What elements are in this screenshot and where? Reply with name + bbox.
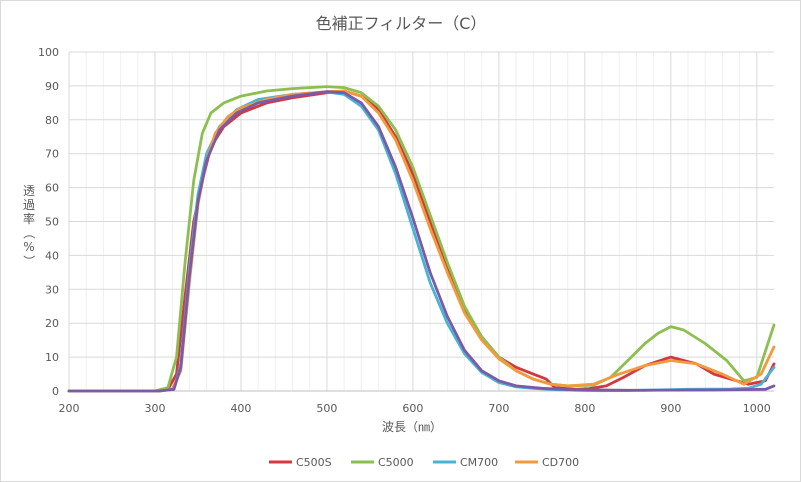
series-line-c5000 (67, 85, 776, 393)
x-tick-label: 600 (402, 402, 423, 415)
x-tick-label: 400 (230, 402, 251, 415)
series-line-unnamed-4 (67, 90, 776, 393)
x-tick-label: 700 (488, 402, 509, 415)
y-tick-label: 90 (45, 80, 59, 93)
chart-title: 色補正フィルター（C） (316, 14, 487, 33)
y-tick-label: 40 (45, 249, 59, 262)
x-tick-label: 800 (574, 402, 595, 415)
y-tick-label: 20 (45, 317, 59, 330)
y-axis-title: 透過率（%） (22, 184, 36, 267)
y-tick-label: 80 (45, 114, 59, 127)
axis-layer: 0 10 20 30 40 50 60 70 80 90 100 200 300 400 500 600 700… (38, 46, 774, 415)
y-axis-title-char: 率 (23, 211, 35, 226)
x-tick-label: 300 (144, 402, 165, 415)
legend: C500S C5000 CM700 CD700 (269, 456, 579, 469)
y-tick-label: 100 (38, 46, 59, 59)
x-tick-label: 900 (660, 402, 681, 415)
y-axis-title-char: 透 (23, 184, 35, 198)
x-axis-title: 波長（㎚） (382, 420, 442, 434)
y-tick-label: 70 (45, 148, 59, 161)
y-axis-title-char: ） (22, 255, 36, 267)
series-layer (67, 85, 776, 393)
x-tick-label: 200 (59, 402, 80, 415)
legend-label: C5000 (378, 456, 414, 469)
grid-layer (68, 51, 774, 392)
legend-label: C500S (296, 456, 332, 469)
x-tick-label: 500 (316, 402, 337, 415)
legend-label: CD700 (542, 456, 579, 469)
y-axis-title-char: （ (22, 227, 36, 239)
y-tick-label: 10 (45, 351, 59, 364)
y-tick-label: 60 (45, 182, 59, 195)
y-tick-label: 30 (45, 283, 59, 296)
y-axis-title-char: 過 (23, 198, 35, 212)
y-axis-title-char: % (23, 240, 34, 254)
y-tick-label: 50 (45, 216, 59, 229)
legend-label: CM700 (460, 456, 498, 469)
x-tick-label: 1000 (743, 402, 771, 415)
y-tick-label: 0 (52, 385, 59, 398)
